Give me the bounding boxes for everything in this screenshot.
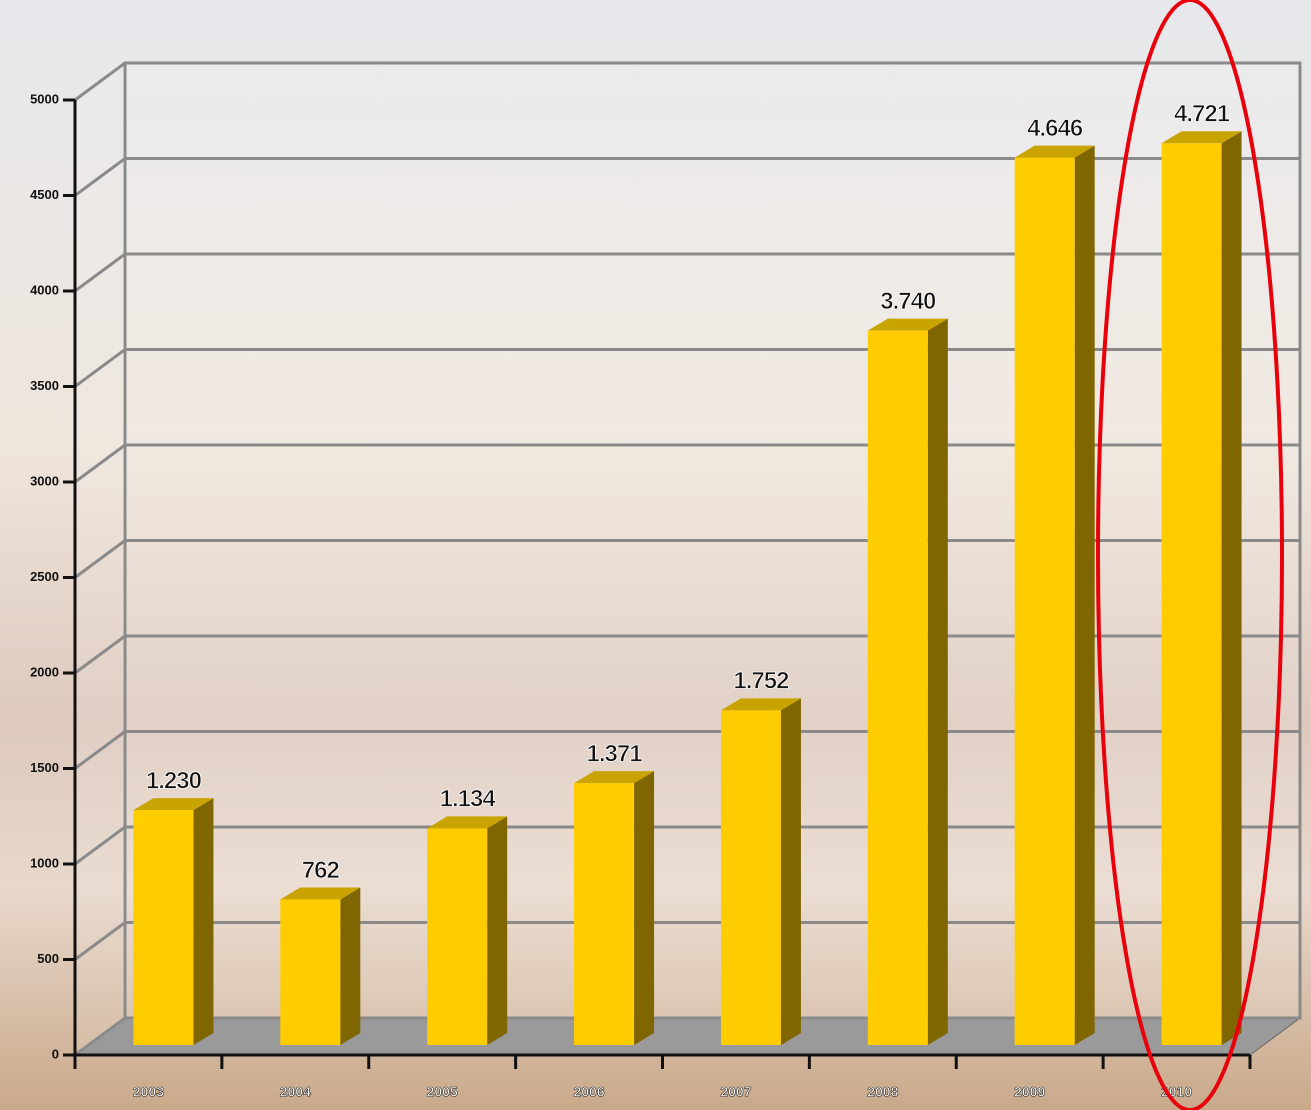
- y-tick-label: 4500: [30, 187, 59, 202]
- bar: [720, 710, 781, 1045]
- y-tick-label: 1500: [30, 760, 59, 775]
- value-label: 1.230: [146, 767, 202, 794]
- y-tick-label: 4000: [30, 282, 59, 297]
- x-tick-label: 2006: [573, 1084, 604, 1100]
- bar-top: [867, 318, 948, 331]
- bar-top: [720, 698, 801, 711]
- bar-top: [280, 887, 361, 900]
- grid-line: [74, 252, 1300, 293]
- value-label: 4.721: [1174, 101, 1230, 128]
- value-label: 762: [302, 857, 340, 884]
- bar-top: [1161, 131, 1242, 144]
- plot-area: 0 500 1000 1500 2000 2500 3000 3500 4000 4500 5000…: [30, 61, 1302, 1100]
- bar-side: [1221, 131, 1242, 1045]
- bar: [867, 330, 928, 1045]
- value-label: 1.134: [440, 786, 497, 813]
- y-tick-label: 2500: [30, 569, 59, 584]
- grid-line: [74, 61, 1300, 102]
- y-tick-label: 500: [37, 951, 59, 966]
- bar-top: [574, 771, 655, 784]
- bar-side: [1074, 145, 1095, 1045]
- x-tick-label: 2008: [867, 1084, 898, 1100]
- x-tick-label: 2007: [720, 1084, 751, 1100]
- value-label: 1.371: [587, 740, 643, 767]
- x-tick-label: 2004: [280, 1084, 311, 1100]
- y-tick-label: 3000: [30, 473, 59, 488]
- bar-top: [133, 798, 214, 811]
- y-tick-label: 5000: [30, 91, 59, 106]
- bar-side: [634, 771, 655, 1045]
- grid-line: [74, 157, 1300, 197]
- bar: [574, 783, 635, 1045]
- bar: [1161, 143, 1222, 1045]
- x-tick-label: 2009: [1014, 1084, 1045, 1100]
- x-tick-label: 2005: [427, 1084, 458, 1100]
- bar-top: [427, 816, 508, 829]
- floor: [73, 1017, 1302, 1056]
- y-tick-label: 2000: [30, 664, 59, 679]
- x-tick-label: 2003: [133, 1084, 164, 1100]
- bar-top: [1014, 145, 1095, 158]
- bar: [427, 828, 488, 1045]
- bar-side: [340, 887, 361, 1045]
- bar: [133, 810, 194, 1045]
- bar-side: [193, 798, 214, 1045]
- y-tick-label: 0: [52, 1046, 59, 1061]
- value-label: 4.646: [1027, 115, 1083, 142]
- bar-side: [927, 318, 948, 1045]
- y-tick-label: 1000: [30, 855, 59, 870]
- bar: [1014, 157, 1075, 1045]
- y-tick-label: 3500: [30, 378, 59, 393]
- bar-side: [487, 816, 508, 1045]
- bar: [280, 899, 341, 1045]
- value-label: 3.740: [880, 288, 936, 315]
- bar-side: [780, 698, 801, 1045]
- value-label: 1.752: [733, 668, 789, 695]
- highlight-ellipse: [1096, 0, 1284, 1110]
